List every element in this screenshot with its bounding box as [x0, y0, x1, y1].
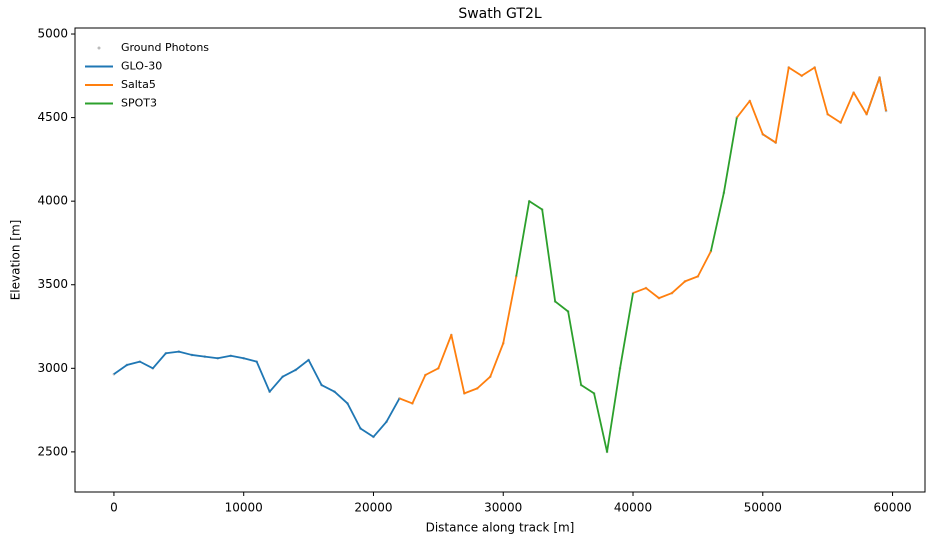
x-tick-label: 40000 [614, 501, 652, 515]
x-tick-label: 30000 [484, 501, 522, 515]
x-tick-label: 50000 [744, 501, 782, 515]
y-tick-label: 3500 [37, 277, 68, 291]
legend-label: GLO-30 [121, 60, 162, 73]
legend-label: Ground Photons [121, 41, 209, 54]
y-axis-label: Elevation [m] [9, 220, 23, 301]
chart-title: Swath GT2L [458, 6, 542, 22]
legend-marker [97, 46, 101, 50]
y-tick-label: 2500 [37, 444, 68, 458]
series-line [399, 66, 887, 405]
y-tick-label: 4000 [37, 194, 68, 208]
x-axis-label: Distance along track [m] [426, 521, 575, 535]
y-tick-label: 5000 [37, 27, 68, 41]
x-tick-label: 60000 [873, 501, 911, 515]
x-tick-label: 10000 [225, 501, 263, 515]
y-tick-label: 3000 [37, 361, 68, 375]
y-tick-label: 4500 [37, 110, 68, 124]
x-tick-label: 20000 [354, 501, 392, 515]
legend-label: Salta5 [121, 78, 156, 91]
legend-label: SPOT3 [121, 97, 157, 110]
series-line [515, 117, 738, 453]
series-line [113, 76, 887, 438]
x-tick-label: 0 [110, 501, 118, 515]
plot-frame [74, 27, 926, 493]
